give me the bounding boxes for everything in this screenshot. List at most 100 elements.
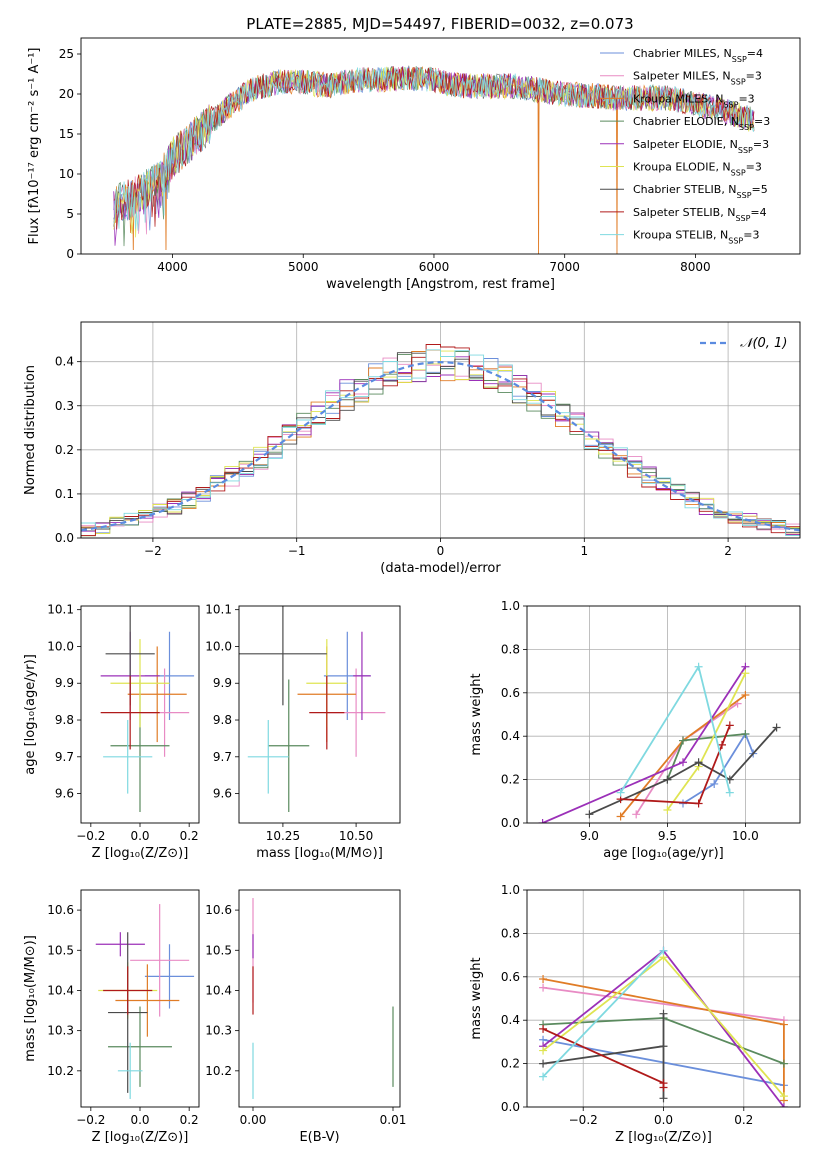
y-tick-label: 10.6 (205, 903, 232, 917)
legend-equals: = (752, 183, 761, 196)
y-tick-label: 10.3 (205, 1024, 232, 1038)
y-tick-label: 1.0 (501, 599, 520, 613)
y-tick-label: 20 (59, 87, 74, 101)
plot-area-weight_vs_Z (539, 946, 788, 1107)
y-tick-label: 5 (66, 207, 74, 221)
weight-marker-3 (779, 1059, 788, 1068)
legend-nssp: 4 (756, 47, 763, 60)
weight-line-8 (619, 664, 731, 794)
y-tick-label: 0.0 (501, 816, 520, 830)
x-axis-label: Z [log₁₀(Z/Z⊙)] (615, 1130, 712, 1145)
y-tick-label: 10 (59, 167, 74, 181)
y-tick-label: 0.2 (55, 443, 74, 457)
weight-marker-7 (694, 799, 703, 808)
legend-equals: = (746, 161, 755, 174)
y-tick-label: 0.6 (501, 970, 520, 984)
y-tick-label: 9.9 (213, 676, 232, 690)
weight-marker-6 (539, 1059, 548, 1068)
legend-model-name: Kroupa ELODIE (633, 161, 715, 174)
y-tick-label: 10.3 (47, 1024, 74, 1038)
weight-marker-6 (663, 775, 672, 784)
histogram-7 (81, 344, 800, 537)
y-tick-label: 9.7 (213, 750, 232, 764)
y-tick-label: 9.6 (213, 787, 232, 801)
legend-model-name: Chabrier MILES (633, 47, 717, 60)
legend-entry: Salpeter STELIB, NSSP=4 (633, 206, 767, 223)
x-tick-label: 0.2 (734, 1113, 753, 1127)
legend-nssp: 3 (762, 138, 769, 151)
y-axis-label: age [log₁₀(age/yr)] (23, 654, 38, 775)
legend-separator: , N (724, 115, 739, 128)
panel-spectrum: 4000 5000 6000 7000 8000 0 5 10 15 20 25 wavelength… (27, 37, 801, 292)
weight-marker-4 (779, 1103, 788, 1107)
y-tick-label: 10.2 (47, 1064, 74, 1078)
panel-weight_vs_Z: −0.2 0.0 0.2 0.0 0.2 0.4 0.6 0.8 1.0 Z [log₁₀(Z/Z… (469, 883, 801, 1145)
y-tick-label: 0 (66, 247, 74, 261)
y-tick-label: 10.0 (47, 639, 74, 653)
legend-entry: Chabrier MILES, NSSP=4 (633, 47, 763, 64)
legend-subscript: SSP (731, 77, 746, 86)
x-axis-label: Z [log₁₀(Z/Z⊙)] (92, 1130, 189, 1145)
weight-marker-8 (539, 1072, 548, 1081)
weight-marker-7 (539, 1024, 548, 1033)
legend-model-name: Salpeter STELIB (633, 206, 720, 219)
weight-marker-5 (663, 805, 672, 814)
y-tick-label: 10.4 (205, 983, 232, 997)
legend-equals: = (750, 206, 759, 219)
legend-separator: , N (720, 206, 735, 219)
legend-separator: , N (721, 183, 736, 196)
legend-model-name: Salpeter MILES (633, 70, 715, 83)
x-tick-label: 7000 (549, 260, 580, 274)
x-tick-label: 10.50 (339, 829, 373, 843)
x-tick-label: −0.2 (76, 1113, 105, 1127)
panel-age_vs_mass: 10.25 10.50 9.6 9.7 9.8 9.9 10.0 10.1 mass [log₁… (205, 603, 401, 861)
legend-model-name: Salpeter ELODIE (633, 138, 723, 151)
x-tick-label: 0.2 (180, 1113, 199, 1127)
weight-marker-3 (679, 736, 687, 745)
y-tick-label: 9.6 (55, 787, 74, 801)
x-tick-label: 0.0 (654, 1113, 673, 1127)
legend-entry: Kroupa ELODIE, NSSP=3 (633, 161, 762, 178)
panel-mass_vs_ebv: 0.00 0.01 10.2 10.3 10.4 10.5 10.6 E(B-V) (205, 889, 406, 1145)
legend-entry: Kroupa STELIB, NSSP=3 (633, 229, 759, 246)
x-axis-label: age [log₁₀(age/yr)] (603, 846, 724, 861)
legend-subscript: SSP (728, 236, 743, 245)
legend-subscript: SSP (735, 213, 750, 222)
y-tick-label: 9.8 (55, 713, 74, 727)
x-tick-label: −1 (288, 544, 306, 558)
normal-curve (81, 360, 800, 532)
legend-equals: = (743, 229, 752, 242)
weight-marker-7 (659, 1083, 668, 1092)
weight-marker-4 (538, 819, 547, 823)
y-tick-label: 25 (59, 47, 74, 61)
legend-model-name: Chabrier STELIB (633, 183, 721, 196)
spectrum-line-8 (113, 67, 755, 231)
y-tick-label: 10.0 (205, 639, 232, 653)
legend-nssp: 3 (748, 92, 755, 105)
y-axis-label: mass weight (469, 673, 484, 755)
x-tick-label: 0.0 (130, 829, 149, 843)
weight-marker-6 (659, 1009, 668, 1018)
spectrum-dip (537, 89, 540, 254)
weight-marker-2 (741, 690, 750, 699)
legend-separator: , N (715, 70, 730, 83)
plot-area-spectrum (113, 65, 755, 254)
legend-equals: = (738, 92, 747, 105)
x-tick-label: 0.2 (180, 829, 199, 843)
axes-frame (238, 605, 401, 824)
legend-nssp: 3 (752, 229, 759, 242)
plot-area-age_vs_Z (100, 606, 195, 812)
weight-marker-8 (659, 946, 668, 955)
weight-marker-1 (632, 810, 641, 819)
plot-area-mass_vs_Z (95, 904, 195, 1099)
legend-subscript: SSP (739, 123, 754, 132)
x-axis-label: E(B-V) (299, 1130, 339, 1145)
weight-marker-2 (779, 1020, 788, 1029)
legend-separator: , N (717, 47, 732, 60)
y-tick-label: 10.5 (205, 943, 232, 957)
y-tick-label: 0.2 (501, 773, 520, 787)
y-tick-label: 0.8 (501, 642, 520, 656)
y-tick-label: 0.3 (55, 399, 74, 413)
y-tick-label: 10.5 (47, 943, 74, 957)
